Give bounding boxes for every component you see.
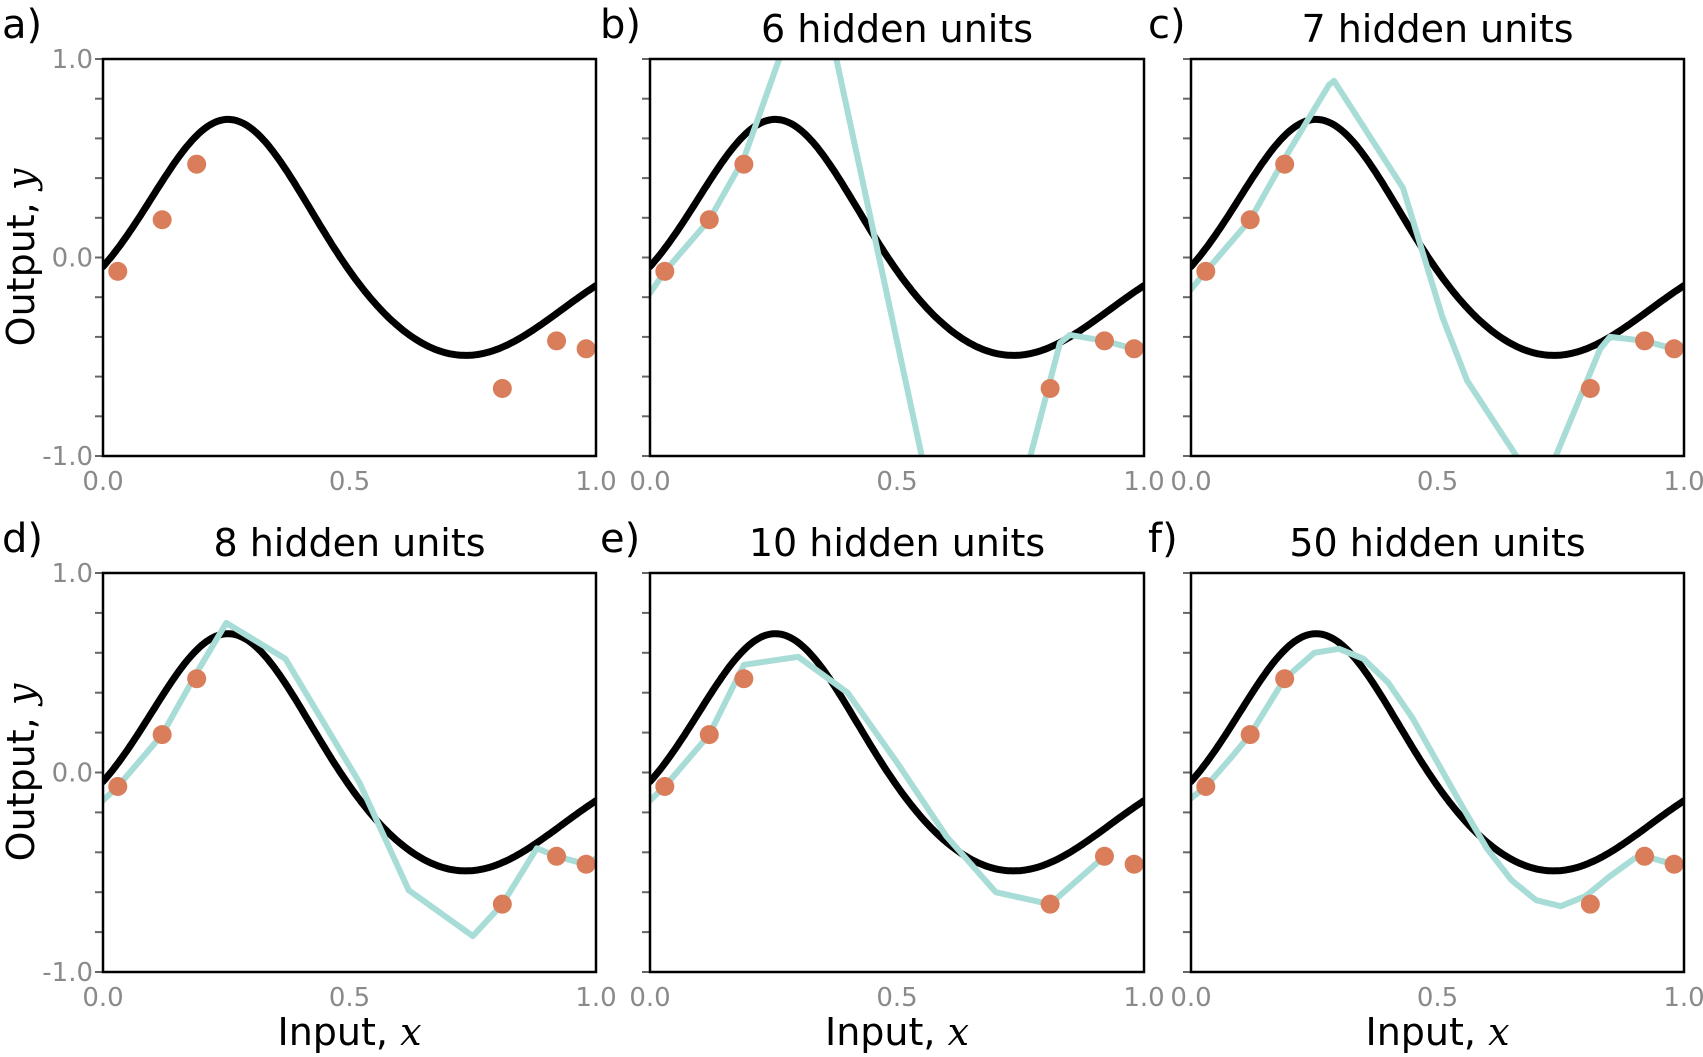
data-point — [655, 261, 675, 281]
data-point — [547, 331, 567, 351]
fitted-function-line — [1191, 77, 1520, 456]
panel-title: 6 hidden units — [761, 7, 1033, 51]
true-function-line — [103, 630, 596, 875]
x-tick-label: 1.0 — [575, 983, 616, 1013]
true-function-line — [650, 115, 1144, 359]
x-axis-label: Input, x — [825, 1010, 969, 1054]
data-point — [1664, 339, 1684, 359]
data-point — [699, 725, 719, 745]
data-point — [492, 894, 512, 914]
data-point — [1240, 210, 1260, 230]
data-point — [734, 669, 754, 689]
plot-frame — [648, 57, 1146, 458]
data-point — [108, 261, 128, 281]
x-tick-label: 1.0 — [1123, 467, 1164, 497]
data-point — [1275, 669, 1295, 689]
x-tick-label: 0.0 — [1170, 983, 1211, 1013]
true-function-line — [650, 630, 1144, 875]
y-axis-label: Output, y — [0, 683, 43, 861]
x-tick-label: 0.5 — [1417, 983, 1458, 1013]
x-tick-label: 1.0 — [575, 467, 616, 497]
x-tick-label: 0.5 — [329, 983, 370, 1013]
x-tick-label: 1.0 — [1123, 983, 1164, 1013]
data-point — [547, 846, 567, 866]
data-point — [152, 210, 172, 230]
x-tick-label: 1.0 — [1663, 983, 1703, 1013]
fitted-function-line — [650, 653, 1108, 908]
fitted-function-line — [1191, 645, 1678, 910]
data-point — [655, 776, 675, 796]
data-point — [576, 854, 596, 874]
y-tick-label: 1.0 — [52, 45, 93, 75]
plot-frame — [648, 571, 1146, 974]
data-point — [734, 154, 754, 174]
panel-letter: c) — [1148, 2, 1186, 48]
data-point — [1275, 154, 1295, 174]
data-point — [187, 154, 207, 174]
plot-frame — [101, 571, 598, 974]
data-point — [699, 210, 719, 230]
panel-title: 8 hidden units — [213, 521, 485, 565]
true-function-line — [103, 115, 596, 359]
data-point — [1196, 261, 1216, 281]
data-point — [1240, 725, 1260, 745]
panel-f: f) 50 hidden units 0.0 0.5 1.0 Input, x — [1148, 516, 1703, 1054]
x-tick-label: 0.0 — [629, 983, 670, 1013]
x-tick-label: 0.5 — [876, 983, 917, 1013]
data-point — [1580, 379, 1600, 399]
y-tick-label: 0.0 — [52, 759, 93, 789]
data-point — [108, 776, 128, 796]
panel-e: e) 10 hidden units 0.0 0.5 1.0 Input, x — [600, 516, 1165, 1054]
data-point — [152, 725, 172, 745]
plot-frame — [1189, 57, 1686, 458]
data-point — [1094, 331, 1114, 351]
fitted-function-line — [650, 59, 925, 456]
panel-letter: a) — [2, 2, 42, 48]
plot-frame — [1189, 571, 1686, 974]
data-point — [576, 339, 596, 359]
data-point — [1040, 894, 1060, 914]
true-function-line — [1191, 630, 1684, 875]
panel-title: 50 hidden units — [1289, 521, 1585, 565]
x-tick-label: 1.0 — [1663, 467, 1703, 497]
panel-letter: e) — [600, 516, 640, 562]
data-point — [1124, 339, 1144, 359]
panel-title: 10 hidden units — [749, 521, 1045, 565]
panel-b: b) 6 hidden units 0.0 0.5 1.0 — [600, 2, 1165, 497]
x-axis-label: Input, x — [1366, 1010, 1510, 1054]
x-tick-label: 0.5 — [1417, 467, 1458, 497]
data-point — [492, 379, 512, 399]
data-point — [1040, 379, 1060, 399]
plot-frame — [101, 57, 598, 458]
data-point — [1196, 776, 1216, 796]
y-tick-label: 0.0 — [52, 244, 93, 274]
panel-letter: d) — [2, 516, 43, 562]
x-tick-label: 0.5 — [876, 467, 917, 497]
y-tick-label: -1.0 — [42, 958, 93, 988]
data-point — [1094, 846, 1114, 866]
x-tick-label: 0.0 — [629, 467, 670, 497]
y-axis-label: Output, y — [0, 168, 43, 346]
panel-letter: b) — [600, 2, 641, 48]
y-tick-label: -1.0 — [42, 442, 93, 472]
y-tick-label: 1.0 — [52, 559, 93, 589]
x-tick-label: 0.0 — [82, 467, 123, 497]
x-tick-label: 0.0 — [1170, 467, 1211, 497]
panel-c: c) 7 hidden units 0.0 0.5 1.0 — [1148, 2, 1703, 497]
data-point — [1635, 331, 1655, 351]
true-function-line — [1191, 115, 1684, 359]
panel-title: 7 hidden units — [1301, 7, 1573, 51]
data-point — [1124, 854, 1144, 874]
data-point — [187, 669, 207, 689]
x-tick-label: 0.0 — [82, 983, 123, 1013]
data-point — [1635, 846, 1655, 866]
data-point — [1664, 854, 1684, 874]
x-tick-label: 0.5 — [329, 467, 370, 497]
data-point — [1580, 894, 1600, 914]
panel-letter: f) — [1148, 516, 1178, 562]
x-axis-label: Input, x — [278, 1010, 422, 1054]
